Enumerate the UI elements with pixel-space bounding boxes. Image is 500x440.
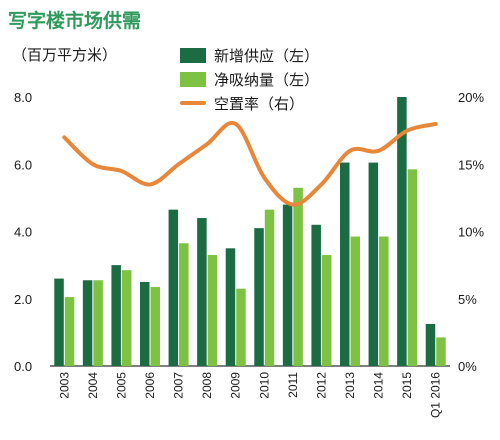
bar-new-supply: [225, 248, 236, 366]
left-axis-tick-label: 8.0: [14, 90, 32, 105]
right-axis-tick-label: 15%: [458, 157, 484, 172]
x-axis-tick-label: 2012: [314, 372, 328, 399]
bar-new-supply: [197, 218, 207, 366]
legend-label-new-supply: 新增供应（左）: [214, 46, 320, 65]
vacancy-rate-line: [62, 120, 438, 207]
left-axis-tick-label: 0.0: [14, 359, 32, 374]
legend: 新增供应（左） 净吸纳量（左） 空置率（右）: [180, 43, 319, 115]
bar-net-absorption: [236, 288, 246, 366]
x-axis-tick-label: 2006: [143, 372, 157, 399]
x-axis-tick-label: 2005: [114, 372, 128, 399]
bar-new-supply: [82, 280, 93, 366]
x-axis-tick-label: 2009: [229, 372, 243, 399]
bar-net-absorption: [121, 270, 132, 366]
bar-net-absorption: [64, 297, 75, 366]
left-axis-unit-label: （百万平方米）: [12, 46, 118, 64]
right-axis-tick-label: 20%: [458, 90, 484, 105]
x-axis-tick-label: 2011: [286, 372, 300, 398]
x-axis-tick-label: 2008: [200, 372, 214, 399]
legend-swatch-net-absorption: [180, 71, 206, 87]
bar-net-absorption: [321, 255, 332, 366]
bar-new-supply: [397, 97, 407, 366]
legend-label-vacancy-rate: 空置率（右）: [214, 94, 305, 113]
legend-item-net-absorption: 净吸纳量（左）: [180, 67, 319, 91]
bar-new-supply: [368, 162, 379, 366]
right-axis-tick-label: 5%: [458, 292, 477, 307]
bar-net-absorption: [207, 255, 218, 366]
bar-new-supply: [111, 265, 121, 366]
right-axis-tick-label: 10%: [458, 225, 484, 240]
left-axis-tick-label: 2.0: [14, 292, 32, 307]
left-axis-tick-label: 6.0: [14, 157, 32, 172]
right-axis-tick-label: 0%: [458, 359, 477, 374]
legend-swatch-vacancy-rate: [180, 101, 206, 105]
bars-layer: [54, 97, 446, 366]
vacancy-line-layer: [62, 120, 438, 207]
bar-net-absorption: [93, 280, 103, 366]
bar-new-supply: [340, 162, 350, 366]
x-axis-tick-label: 2014: [372, 372, 386, 399]
bar-net-absorption: [350, 236, 360, 366]
tick-labels-layer: 0.0 2.0 4.0 6.0 8.0 0% 5% 10% 15% 20% 2003 2004 2005…: [14, 90, 484, 418]
bar-net-absorption: [179, 243, 189, 366]
x-axis-tick-label: 2003: [57, 372, 71, 399]
legend-swatch-new-supply: [180, 47, 206, 63]
bar-net-absorption: [293, 187, 303, 366]
x-axis-tick-label: 2015: [400, 372, 414, 399]
x-axis-tick-label: 2010: [257, 372, 271, 399]
bar-net-absorption: [436, 337, 446, 366]
bar-net-absorption: [379, 236, 389, 366]
bar-net-absorption: [150, 286, 160, 366]
bar-new-supply: [311, 224, 321, 366]
chart-title: 写字楼市场供需: [8, 10, 142, 32]
bar-new-supply: [425, 323, 436, 366]
legend-item-new-supply: 新增供应（左）: [180, 43, 319, 67]
bar-net-absorption: [407, 169, 418, 366]
left-axis-tick-label: 4.0: [14, 225, 32, 240]
bar-new-supply: [168, 209, 179, 366]
bar-new-supply: [254, 228, 264, 366]
x-axis-tick-label: 2007: [172, 372, 186, 399]
bar-new-supply: [282, 204, 293, 366]
x-axis-tick-label: 2004: [86, 372, 100, 399]
legend-label-net-absorption: 净吸纳量（左）: [214, 70, 320, 89]
bar-net-absorption: [264, 209, 275, 366]
bar-new-supply: [54, 278, 64, 366]
bar-new-supply: [140, 281, 150, 366]
x-axis-tick-label: Q1 2016: [429, 372, 443, 418]
legend-item-vacancy-rate: 空置率（右）: [180, 91, 319, 115]
x-axis-tick-label: 2013: [343, 372, 357, 399]
